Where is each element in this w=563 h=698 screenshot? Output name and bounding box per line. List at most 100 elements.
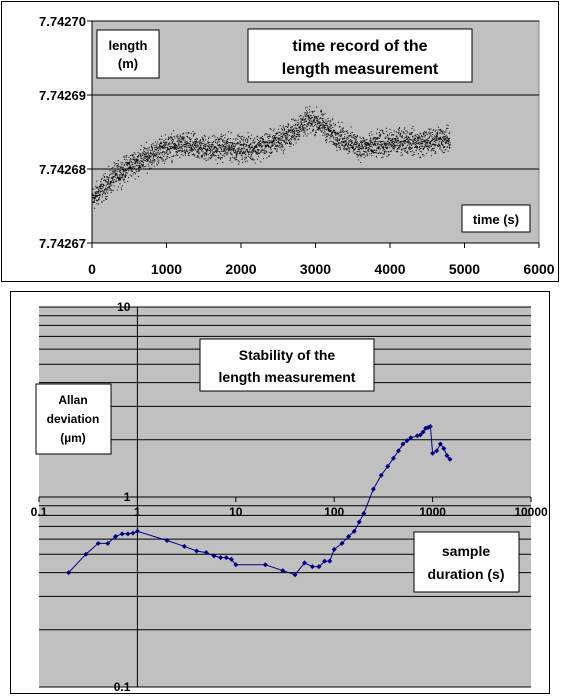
data-point bbox=[428, 128, 430, 130]
data-point bbox=[350, 143, 352, 145]
data-point bbox=[399, 142, 401, 144]
data-point bbox=[159, 138, 161, 140]
data-point bbox=[357, 150, 359, 152]
data-point bbox=[212, 154, 214, 156]
data-point bbox=[392, 143, 394, 145]
data-point bbox=[162, 158, 164, 160]
data-point bbox=[219, 137, 221, 139]
data-point bbox=[141, 157, 143, 159]
data-point bbox=[100, 189, 102, 191]
data-point bbox=[202, 145, 204, 147]
data-point bbox=[110, 185, 112, 187]
data-point bbox=[138, 170, 140, 172]
data-point bbox=[173, 130, 175, 132]
data-point bbox=[146, 153, 148, 155]
data-point bbox=[166, 150, 168, 152]
data-point bbox=[236, 152, 238, 154]
data-point bbox=[250, 147, 252, 149]
data-point bbox=[142, 159, 144, 161]
data-point bbox=[290, 143, 292, 145]
data-point bbox=[330, 136, 332, 138]
data-point bbox=[421, 142, 423, 144]
data-point bbox=[97, 186, 99, 188]
data-point bbox=[203, 147, 205, 149]
data-point bbox=[134, 166, 136, 168]
data-point bbox=[203, 142, 205, 144]
data-point bbox=[361, 153, 363, 155]
data-point bbox=[159, 153, 161, 155]
data-point bbox=[347, 132, 349, 134]
data-point bbox=[247, 132, 249, 134]
data-point bbox=[420, 140, 422, 142]
data-point bbox=[142, 162, 144, 164]
data-point bbox=[281, 145, 283, 147]
data-point bbox=[154, 149, 156, 151]
data-point bbox=[217, 148, 219, 150]
data-point bbox=[130, 168, 132, 170]
data-point bbox=[404, 136, 406, 138]
data-point bbox=[174, 148, 176, 150]
data-point bbox=[245, 161, 247, 163]
data-point bbox=[304, 118, 306, 120]
data-point bbox=[437, 129, 439, 131]
data-point bbox=[300, 114, 302, 116]
data-point bbox=[149, 154, 151, 156]
data-point bbox=[245, 146, 247, 148]
data-point bbox=[229, 148, 231, 150]
data-point bbox=[334, 144, 336, 146]
data-point bbox=[397, 151, 399, 153]
data-point bbox=[132, 165, 134, 167]
data-point bbox=[199, 147, 201, 149]
data-point bbox=[239, 151, 241, 153]
data-point bbox=[400, 152, 402, 154]
data-point bbox=[420, 156, 422, 158]
data-point bbox=[216, 137, 218, 139]
data-point bbox=[370, 148, 372, 150]
data-point bbox=[176, 136, 178, 138]
data-point bbox=[379, 141, 381, 143]
data-point bbox=[379, 148, 381, 150]
data-point bbox=[208, 147, 210, 149]
data-point bbox=[181, 145, 183, 147]
data-point bbox=[442, 132, 444, 134]
data-point bbox=[145, 148, 147, 150]
data-point bbox=[237, 141, 239, 143]
data-point bbox=[308, 117, 310, 119]
data-point bbox=[395, 448, 401, 454]
data-point bbox=[93, 196, 95, 198]
data-point bbox=[403, 141, 405, 143]
data-point bbox=[378, 472, 384, 478]
data-point bbox=[406, 138, 408, 140]
data-point bbox=[340, 148, 342, 150]
data-point bbox=[132, 158, 134, 160]
data-point bbox=[208, 136, 210, 138]
data-point bbox=[188, 144, 190, 146]
x-tick-label: 4000 bbox=[374, 261, 405, 277]
data-point bbox=[175, 144, 177, 146]
data-point bbox=[324, 132, 326, 134]
data-point bbox=[396, 149, 398, 151]
data-point bbox=[404, 143, 406, 145]
data-point bbox=[257, 150, 259, 152]
data-point bbox=[422, 140, 424, 142]
data-point bbox=[252, 159, 254, 161]
data-point bbox=[404, 141, 406, 143]
data-point bbox=[260, 140, 262, 142]
data-point bbox=[100, 185, 102, 187]
data-point bbox=[155, 154, 157, 156]
data-point bbox=[251, 147, 253, 149]
data-point bbox=[248, 147, 250, 149]
data-point bbox=[320, 117, 322, 119]
data-point bbox=[128, 156, 130, 158]
data-point bbox=[196, 151, 198, 153]
data-point bbox=[100, 179, 102, 181]
data-point bbox=[305, 112, 307, 114]
data-point bbox=[277, 137, 279, 139]
data-point bbox=[379, 153, 381, 155]
data-point bbox=[347, 143, 349, 145]
data-point bbox=[222, 140, 224, 142]
data-point bbox=[231, 143, 233, 145]
data-point bbox=[409, 137, 411, 139]
data-point bbox=[371, 141, 373, 143]
data-point bbox=[348, 137, 350, 139]
